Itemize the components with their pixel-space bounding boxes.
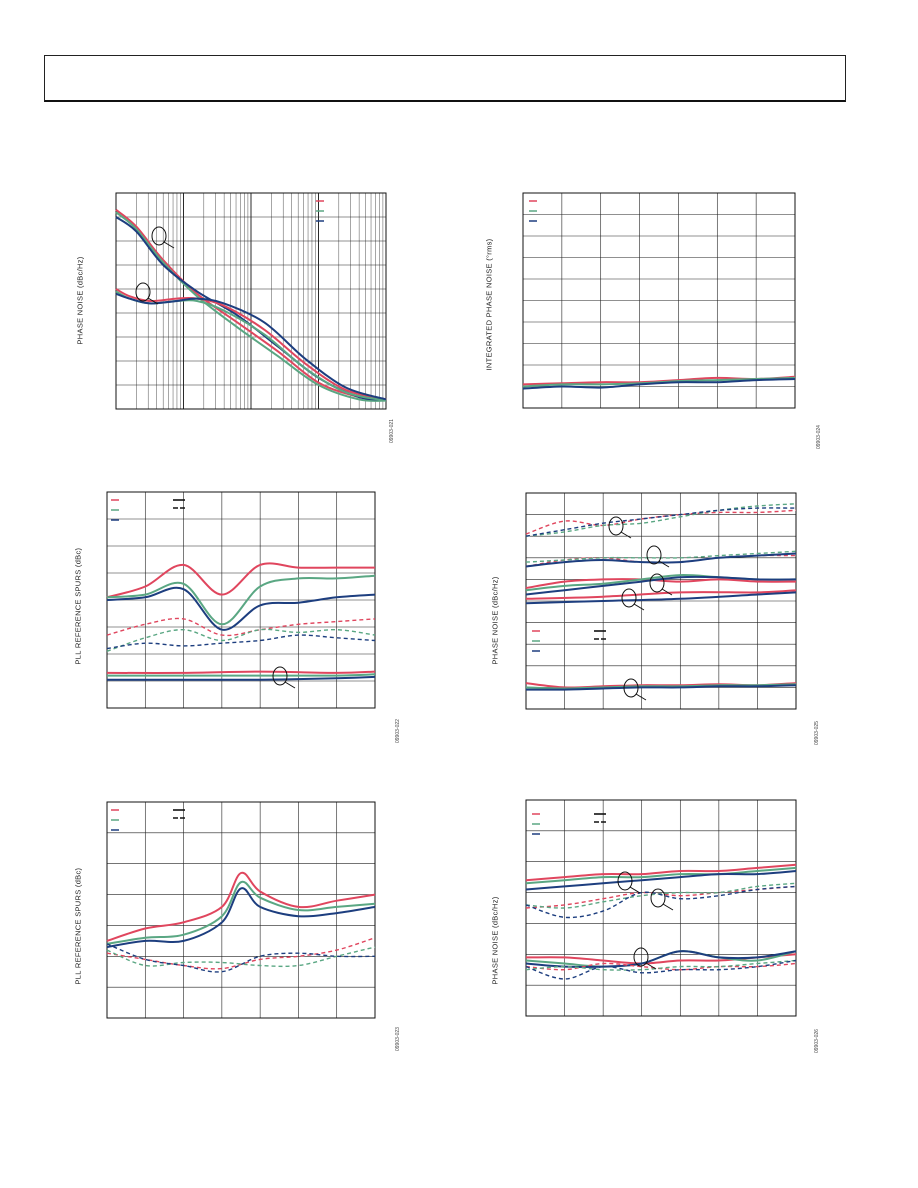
callout-leader	[147, 297, 159, 305]
series-line-green-1	[106, 574, 376, 626]
series-line-blue-2	[525, 507, 797, 537]
series-line-green-7	[107, 673, 376, 677]
series-line-blue-13	[525, 684, 797, 691]
series-line-blue-2	[522, 378, 796, 390]
callout-leader	[661, 588, 673, 596]
callout-circle	[135, 282, 151, 302]
callout-circle	[623, 678, 639, 698]
series-line-blue-5	[106, 943, 376, 973]
legend	[532, 630, 606, 652]
callout-circle	[646, 545, 662, 565]
callout-leader	[662, 903, 674, 911]
series-line-blue-8	[525, 575, 797, 596]
callout-leader	[633, 603, 645, 611]
plot-area	[522, 192, 796, 409]
chart-svg	[522, 192, 796, 409]
callout-circle	[272, 666, 288, 686]
series-line-green-1	[115, 211, 387, 402]
chart-panel-pll-reference-spurs-2: PLL REFERENCE SPURS (dBc) 09903-023	[0, 780, 459, 1100]
plot-frame	[525, 799, 797, 1017]
callout-circle	[617, 871, 633, 891]
series-line-blue-5	[115, 292, 387, 401]
chart-svg	[106, 801, 376, 1019]
series-line-green-7	[525, 574, 797, 592]
chart-panel-pll-reference-spurs-1: PLL REFERENCE SPURS (dBc) 09903-022	[0, 470, 459, 790]
series-line-blue-5	[106, 634, 376, 650]
grid	[525, 799, 797, 1017]
series-line-green-12	[525, 683, 797, 690]
grid	[522, 192, 796, 409]
legend	[529, 200, 537, 222]
series-line-blue-2	[525, 870, 797, 891]
series-line-green-1	[525, 503, 797, 537]
chart-svg	[106, 491, 376, 709]
series-line-green-4	[525, 882, 797, 909]
callout-circle	[650, 888, 666, 908]
callout-leader	[635, 693, 647, 701]
callout-leader	[163, 241, 175, 249]
series-line-red-0	[106, 871, 376, 942]
callout-leader	[645, 962, 657, 970]
series-line-green-4	[106, 946, 376, 968]
callout-circle	[633, 947, 649, 967]
series-line-blue-11	[525, 959, 797, 980]
callout-leader	[658, 560, 670, 568]
series-line-red-0	[525, 863, 797, 882]
plot-frame	[522, 192, 796, 409]
header-box	[44, 55, 846, 102]
legend	[316, 200, 324, 222]
callout-leader	[284, 681, 296, 689]
chart-panel-integrated-phase-noise: INTEGRATED PHASE NOISE (°rms) 09903-024	[459, 0, 918, 470]
chart-panel-phase-noise-3: PHASE NOISE (dBc/Hz) 09903-026	[459, 780, 918, 1100]
chart-panel-phase-noise-2: PHASE NOISE (dBc/Hz) 09903-025	[459, 470, 918, 790]
series-line-green-1	[525, 866, 797, 885]
series-line-blue-5	[525, 885, 797, 919]
legend	[111, 499, 185, 521]
legend	[111, 809, 185, 831]
series-line-red-6	[525, 578, 797, 589]
series-line-green-4	[106, 628, 376, 652]
callout-leader	[629, 886, 641, 894]
chart-svg	[115, 192, 387, 410]
grid	[525, 492, 797, 710]
plot-area	[115, 192, 387, 410]
series-line-blue-10	[525, 591, 797, 605]
series-line-red-3	[106, 617, 376, 637]
series-line-green-1	[106, 880, 376, 945]
plot-area	[106, 801, 376, 1019]
series-line-red-3	[106, 937, 376, 970]
series-line-green-10	[525, 959, 797, 971]
plot-frame	[115, 192, 387, 410]
chart-svg	[525, 799, 797, 1017]
callout-circle	[649, 573, 665, 593]
legend	[532, 813, 606, 835]
series-line-blue-8	[106, 675, 376, 681]
callout-leader	[620, 531, 632, 539]
chart-svg	[525, 492, 797, 710]
chart-panel-phase-noise-log: PHASE NOISE (dBc/Hz) 09903-021	[0, 0, 459, 470]
series-line-blue-8	[525, 950, 797, 968]
series-line-red-6	[106, 670, 376, 674]
series-line-blue-2	[106, 887, 376, 948]
series-line-red-6	[525, 953, 797, 965]
plot-area	[525, 492, 797, 710]
plot-area	[525, 799, 797, 1017]
series-line-green-7	[525, 950, 797, 968]
callout-circle	[151, 226, 167, 246]
series-line-red-0	[106, 562, 375, 599]
callout-circle	[621, 588, 637, 608]
plot-frame	[106, 801, 376, 1019]
series-line-blue-2	[106, 586, 376, 631]
plot-area	[106, 491, 376, 709]
callout-circle	[608, 516, 624, 536]
series-line-red-0	[525, 509, 797, 535]
series-line-red-9	[525, 589, 797, 600]
grid	[106, 801, 376, 1019]
plot-frame	[525, 492, 797, 710]
